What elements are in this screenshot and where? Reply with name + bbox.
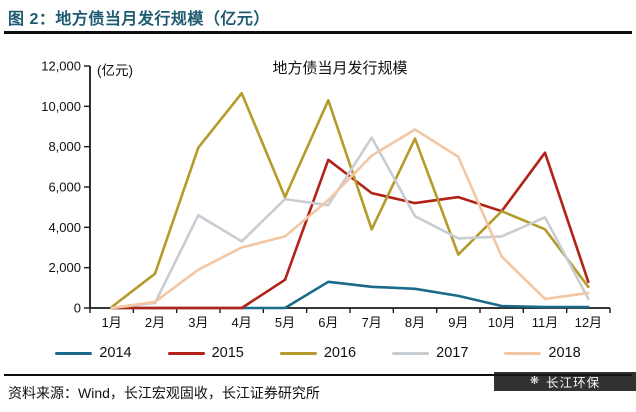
series-line-2017 <box>110 136 590 310</box>
legend-item-2014: 2014 <box>55 345 132 361</box>
x-tick-label: 6月 <box>318 315 338 330</box>
x-tick-label: 1月 <box>102 315 122 330</box>
legend-item-2017: 2017 <box>392 345 468 361</box>
chart-series-lines <box>110 91 590 310</box>
x-tick-label: 2月 <box>145 315 165 330</box>
legend-swatch-2016 <box>279 351 317 355</box>
legend-item-2016: 2016 <box>279 345 357 361</box>
x-tick-label: 3月 <box>188 315 208 330</box>
chart-canvas: 0 2,000 4,000 6,000 8,000 10,000 12,000 1月 2月 3月 4… <box>41 59 611 330</box>
legend-label-2018: 2018 <box>548 345 581 361</box>
y-tick-label: 2,000 <box>48 260 81 275</box>
legend-item-2015: 2015 <box>167 345 244 361</box>
x-tick-label: 12月 <box>575 315 602 330</box>
data-source-note: 资料来源：Wind，长江宏观固收，长江证券研究所 <box>8 385 320 401</box>
watermark-badge: ❋ 长江环保 <box>494 372 636 391</box>
legend-label-2016: 2016 <box>323 345 357 361</box>
y-tick-label: 8,000 <box>48 139 81 154</box>
x-tick-label: 4月 <box>232 315 252 330</box>
legend-label-2014: 2014 <box>99 345 132 361</box>
x-tick-label: 7月 <box>362 315 382 330</box>
y-tick-label: 0 <box>74 301 81 316</box>
line-chart: 0 2,000 4,000 6,000 8,000 10,000 12,000 1月 2月 3月 4… <box>0 40 636 340</box>
x-tick-label: 5月 <box>275 315 295 330</box>
legend-item-2018: 2018 <box>504 345 581 361</box>
chart-text-labels: 地方债当月发行规模 (亿元) <box>97 60 408 78</box>
legend-label-2017: 2017 <box>436 345 469 361</box>
y-axis-unit-label: (亿元) <box>97 63 133 78</box>
legend-swatch-2014 <box>55 351 93 355</box>
figure-title: 图 2：地方债当月发行规模（亿元） <box>8 11 270 28</box>
chart-axes: 0 2,000 4,000 6,000 8,000 10,000 12,000 1月 2月 3月 4… <box>41 59 611 330</box>
legend-label-2015: 2015 <box>211 345 244 361</box>
legend-swatch-2017 <box>392 351 430 355</box>
x-tick-label: 10月 <box>488 315 515 330</box>
watermark-label: 长江环保 <box>546 376 601 390</box>
changjiang-logo-icon: ❋ <box>529 375 541 387</box>
x-tick-label: 8月 <box>405 315 425 330</box>
x-tick-label: 9月 <box>448 315 468 330</box>
chart-title: 地方债当月发行规模 <box>272 60 407 77</box>
chart-legend: 2014 2015 2016 2017 2018 <box>0 345 636 361</box>
y-tick-label: 4,000 <box>48 220 81 235</box>
series-line-2016 <box>110 91 590 309</box>
y-tick-label: 12,000 <box>41 59 81 74</box>
y-tick-label: 10,000 <box>41 99 81 114</box>
footer-divider <box>4 374 632 376</box>
series-line-2018 <box>110 128 590 310</box>
y-tick-label: 6,000 <box>48 180 81 195</box>
legend-swatch-2018 <box>504 351 542 355</box>
series-line-2014 <box>110 280 590 310</box>
legend-swatch-2015 <box>167 351 205 355</box>
x-tick-label: 11月 <box>532 315 559 330</box>
title-divider <box>4 31 632 34</box>
